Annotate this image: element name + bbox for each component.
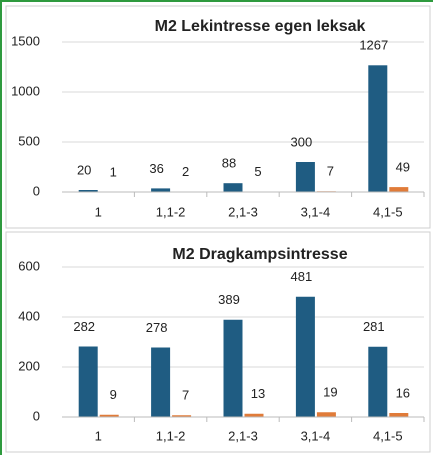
value-label: 2 <box>182 164 189 179</box>
chart-frame <box>5 231 431 453</box>
bar <box>316 412 336 417</box>
y-tick-label: 0 <box>33 183 40 198</box>
value-label: 7 <box>327 164 334 179</box>
y-tick-label: 500 <box>18 133 40 148</box>
y-tick-label: 0 <box>33 408 40 423</box>
value-label: 389 <box>218 292 240 307</box>
bar <box>78 346 98 417</box>
value-label: 282 <box>73 319 95 334</box>
bar <box>151 347 171 417</box>
y-tick-label: 400 <box>18 308 40 323</box>
value-label: 7 <box>182 388 189 403</box>
x-tick-label: 3,1-4 <box>301 428 331 443</box>
x-tick-label: 1 <box>95 428 102 443</box>
bar <box>295 296 315 417</box>
value-label: 300 <box>291 134 313 149</box>
value-label: 9 <box>110 387 117 402</box>
x-tick-label: 1,1-2 <box>156 204 186 219</box>
value-label: 16 <box>396 385 410 400</box>
value-label: 36 <box>149 161 163 176</box>
x-tick-label: 1,1-2 <box>156 428 186 443</box>
value-label: 19 <box>323 385 337 400</box>
bar <box>244 413 264 417</box>
y-tick-label: 600 <box>18 258 40 273</box>
bar <box>368 65 388 192</box>
value-label: 13 <box>251 386 265 401</box>
value-label: 49 <box>396 160 410 175</box>
bar <box>389 413 409 417</box>
value-label: 1 <box>110 164 117 179</box>
value-label: 278 <box>146 320 168 335</box>
value-label: 5 <box>254 164 261 179</box>
value-label: 1267 <box>359 38 388 53</box>
bar <box>389 187 409 192</box>
x-tick-label: 2,1-3 <box>228 204 258 219</box>
x-tick-label: 4,1-5 <box>373 204 403 219</box>
x-tick-label: 1 <box>95 204 102 219</box>
y-tick-label: 200 <box>18 358 40 373</box>
x-tick-label: 4,1-5 <box>373 428 403 443</box>
value-label: 481 <box>291 269 313 284</box>
bar <box>78 190 98 192</box>
chart-title: M2 Lekintresse egen leksak <box>155 18 366 35</box>
chart-title: M2 Dragkampsintresse <box>172 246 347 263</box>
value-label: 20 <box>77 162 91 177</box>
bar <box>223 319 243 417</box>
value-label: 281 <box>363 319 385 334</box>
chart-frame <box>5 5 431 229</box>
x-tick-label: 2,1-3 <box>228 428 258 443</box>
y-tick-label: 1000 <box>11 83 40 98</box>
bar <box>295 162 315 192</box>
bar <box>368 346 388 417</box>
value-label: 88 <box>222 156 236 171</box>
bar <box>223 183 243 192</box>
x-tick-label: 3,1-4 <box>301 204 331 219</box>
bar <box>151 188 171 192</box>
bar <box>99 414 119 417</box>
bar <box>172 415 192 417</box>
y-tick-label: 1500 <box>11 33 40 48</box>
